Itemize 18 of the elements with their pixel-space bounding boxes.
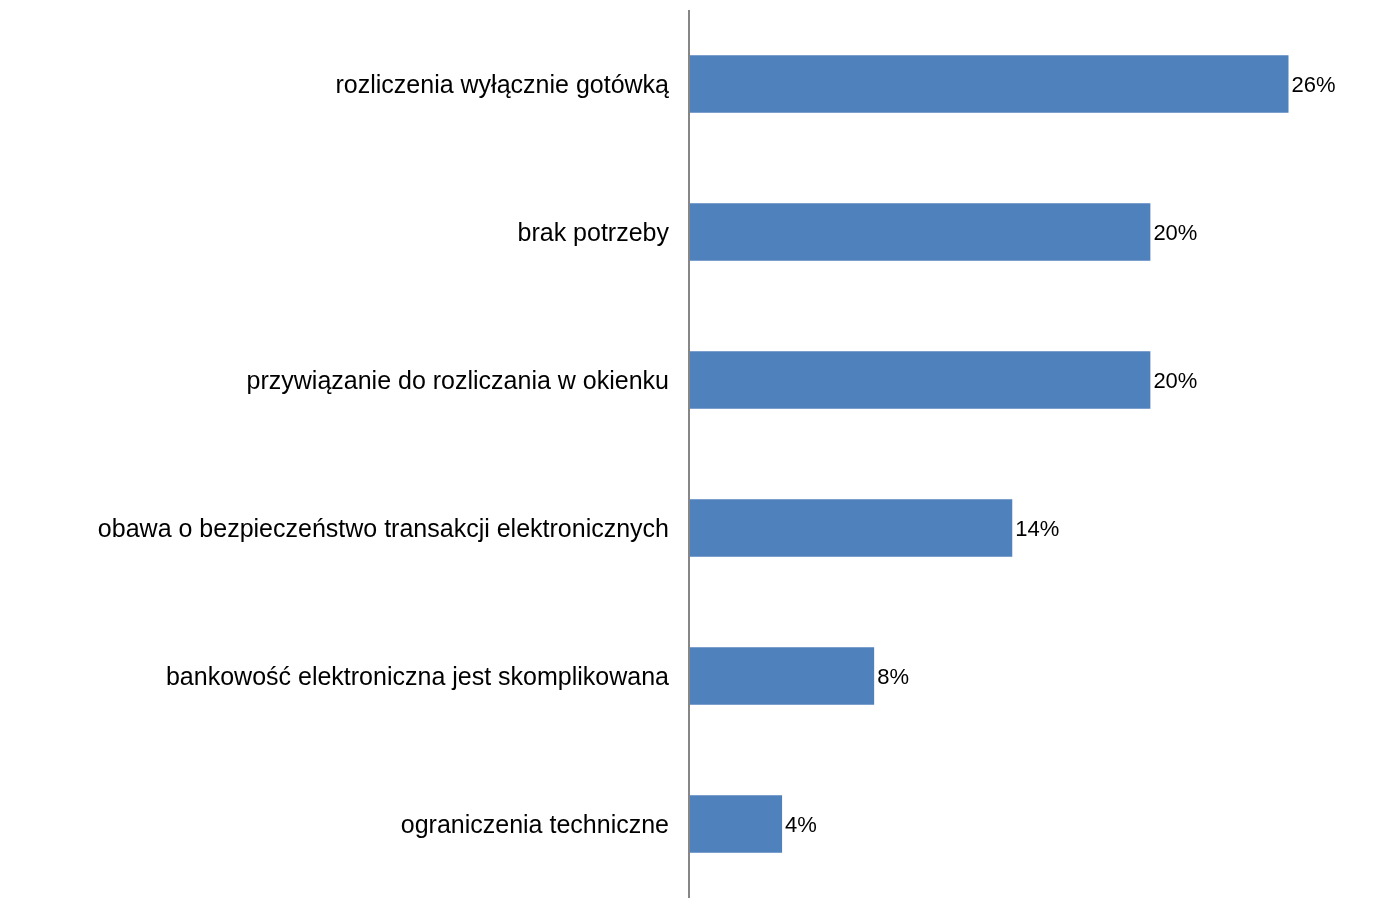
bar <box>690 203 1151 261</box>
y-tick-label: bankowość elektroniczna jest skomplikowana <box>165 661 670 690</box>
bar <box>690 499 1013 557</box>
y-tick-label: ograniczenia techniczne <box>400 809 669 838</box>
bar <box>690 351 1151 409</box>
y-tick-label: rozliczenia wyłącznie gotówką <box>335 69 670 98</box>
y-tick-label: obawa o bezpieczeństwo transakcji elektronicznych <box>97 513 669 542</box>
data-label: 4% <box>785 811 817 837</box>
data-label: 8% <box>877 663 909 689</box>
data-label: 26% <box>1291 71 1336 97</box>
y-tick-label: przywiązanie do rozliczania w okienku <box>246 365 669 394</box>
bar <box>690 795 783 853</box>
data-label: 14% <box>1015 515 1060 541</box>
data-label: 20% <box>1153 367 1198 393</box>
bar <box>690 55 1289 113</box>
y-tick-label: brak potrzeby <box>517 217 670 246</box>
bar <box>690 647 875 705</box>
data-label: 20% <box>1153 219 1198 245</box>
